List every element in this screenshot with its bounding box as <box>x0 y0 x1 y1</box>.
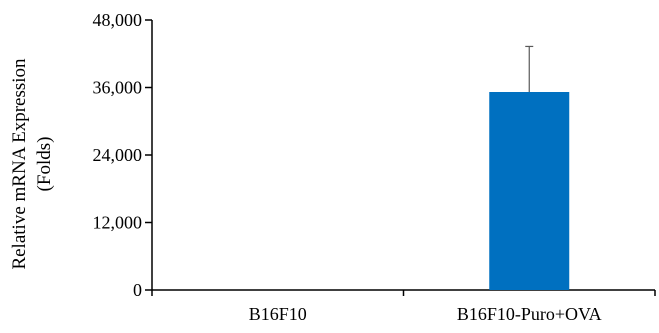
y-tick-label: 36,000 <box>93 78 143 98</box>
y-tick-label: 12,000 <box>93 213 143 233</box>
y-axis-title: Relative mRNA Expression <box>9 58 30 270</box>
y-tick-label: 0 <box>133 280 142 300</box>
y-axis-title-unit: (Folds) <box>34 137 55 192</box>
y-tick-label: 24,000 <box>93 145 143 165</box>
x-category-label: B16F10-Puro+OVA <box>457 304 602 324</box>
bar <box>489 92 570 290</box>
x-category-label: B16F10 <box>249 304 307 324</box>
y-tick-label: 48,000 <box>93 10 143 30</box>
